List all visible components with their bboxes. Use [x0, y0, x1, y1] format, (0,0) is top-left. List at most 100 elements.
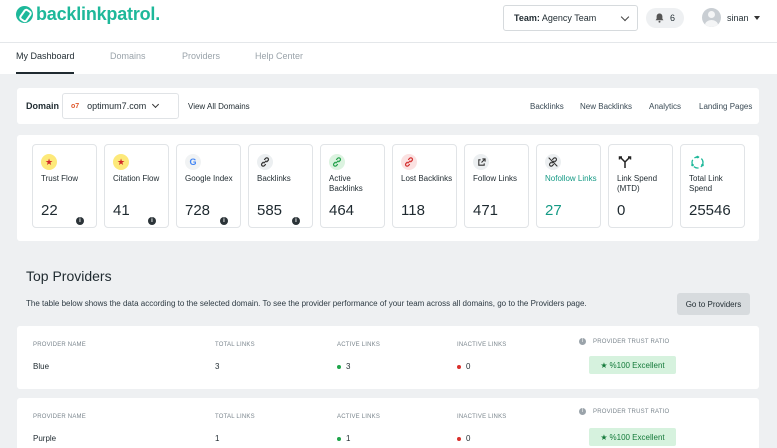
stat-label: Follow Links — [473, 174, 518, 183]
go-to-providers-button[interactable]: Go to Providers — [677, 293, 750, 315]
split-arrows-icon — [617, 154, 633, 170]
stat-card-link-spend[interactable]: Link Spend (MTD) 0 — [608, 144, 673, 228]
stat-value: 22 — [41, 202, 58, 219]
info-icon[interactable]: i — [579, 338, 586, 345]
stat-value: 27 — [545, 202, 562, 219]
domain-label: Domain — [26, 101, 60, 111]
info-icon[interactable]: i — [579, 408, 586, 415]
trust-ratio-badge: ★ %100 Excellent — [589, 428, 676, 446]
link-icon — [257, 154, 273, 170]
stat-card-follow-links[interactable]: Follow Links 471 — [464, 144, 529, 228]
chevron-down-icon — [620, 12, 630, 22]
main-nav: My Dashboard Domains Providers Help Cent… — [0, 42, 777, 74]
inactive-links: 0 — [457, 362, 470, 371]
google-icon: G — [185, 154, 201, 170]
tab-providers[interactable]: Providers — [182, 51, 221, 61]
backlinks-link[interactable]: Backlinks — [530, 102, 564, 111]
star-icon: ★ — [600, 360, 608, 370]
stat-value: 118 — [401, 202, 425, 219]
provider-name[interactable]: Purple — [33, 434, 57, 443]
chevron-down-icon — [151, 100, 160, 109]
domain-bar: Domain o7 optimum7.com View All Domains … — [17, 88, 759, 124]
col-header-provider-name: PROVIDER NAME — [33, 414, 86, 420]
brand-logo[interactable]: backlinkpatrol. — [16, 4, 160, 25]
stat-label: Active Backlinks — [329, 174, 363, 193]
col-header-total-links: TOTAL LINKS — [215, 414, 255, 420]
stat-card-total-link-spend[interactable]: Total Link Spend 25546 — [680, 144, 745, 228]
notifications-button[interactable]: 6 — [646, 8, 684, 28]
star-icon: ★ — [41, 154, 57, 170]
external-link-icon — [473, 154, 489, 170]
analytics-link[interactable]: Analytics — [649, 102, 682, 111]
stat-card-citation-flow[interactable]: ★ Citation Flow 41 i — [104, 144, 169, 228]
nofollow-link-icon — [545, 154, 561, 170]
tab-my-dashboard[interactable]: My Dashboard — [16, 51, 75, 61]
info-icon[interactable]: i — [292, 217, 300, 225]
stats-panel: ★ Trust Flow 22 i ★ Citation Flow 41 i G… — [17, 135, 759, 241]
team-name: Agency Team — [541, 13, 597, 23]
info-icon[interactable]: i — [76, 217, 84, 225]
notification-count: 6 — [669, 13, 675, 23]
landing-pages-link[interactable]: Landing Pages — [699, 102, 753, 111]
stat-value: 464 — [329, 202, 355, 219]
stat-value: 471 — [473, 202, 499, 219]
total-links: 3 — [215, 362, 220, 371]
team-prefix: Team: — [514, 13, 540, 23]
active-dot-icon — [337, 364, 341, 369]
active-links: 1 — [337, 434, 350, 443]
lost-link-icon — [401, 154, 417, 170]
star-icon: ★ — [600, 432, 608, 442]
col-header-active-links: ACTIVE LINKS — [337, 342, 381, 348]
stat-label: Link Spend (MTD) — [617, 174, 658, 193]
stat-label: Citation Flow — [113, 174, 160, 183]
stat-card-trust-flow[interactable]: ★ Trust Flow 22 i — [32, 144, 97, 228]
cycle-icon — [689, 154, 705, 170]
col-header-total-links: TOTAL LINKS — [215, 342, 255, 348]
stat-label: Nofollow Links — [545, 174, 597, 183]
brand-name: backlinkpatrol — [36, 4, 156, 24]
stat-card-lost-backlinks[interactable]: Lost Backlinks 118 — [392, 144, 457, 228]
domain-select[interactable]: o7 optimum7.com — [62, 93, 179, 119]
trust-ratio-badge: ★ %100 Excellent — [589, 356, 676, 374]
domain-favicon-icon: o7 — [71, 102, 80, 110]
col-header-inactive-links: INACTIVE LINKS — [457, 342, 507, 348]
caret-down-icon — [753, 15, 760, 20]
view-all-domains-link[interactable]: View All Domains — [188, 102, 250, 111]
col-header-trust-ratio: i PROVIDER TRUST RATIO — [579, 338, 669, 345]
stat-label: Backlinks — [257, 174, 291, 183]
col-header-inactive-links: INACTIVE LINKS — [457, 414, 507, 420]
avatar — [702, 8, 721, 27]
provider-row[interactable]: PROVIDER NAME TOTAL LINKS ACTIVE LINKS I… — [17, 398, 759, 448]
stat-value: 0 — [617, 202, 626, 219]
stat-value: 728 — [185, 202, 211, 219]
total-links: 1 — [215, 434, 220, 443]
tab-help-center[interactable]: Help Center — [255, 51, 304, 61]
info-icon[interactable]: i — [220, 217, 228, 225]
bell-icon — [655, 13, 664, 23]
user-name: sinan — [727, 12, 749, 23]
logo-icon — [16, 6, 33, 23]
stat-value: 585 — [257, 202, 283, 219]
new-backlinks-link[interactable]: New Backlinks — [580, 102, 633, 111]
col-header-active-links: ACTIVE LINKS — [337, 414, 381, 420]
tab-domains[interactable]: Domains — [110, 51, 146, 61]
stat-value: 41 — [113, 202, 130, 219]
top-bar: backlinkpatrol. Team: Agency Team 6 sina… — [0, 0, 777, 42]
col-header-trust-ratio: i PROVIDER TRUST RATIO — [579, 408, 669, 415]
section-description: The table below shows the data according… — [26, 299, 587, 308]
team-select[interactable]: Team: Agency Team — [503, 5, 638, 31]
user-menu[interactable]: sinan — [702, 8, 760, 27]
stat-label: Total Link Spend — [689, 174, 723, 193]
provider-row[interactable]: PROVIDER NAME TOTAL LINKS ACTIVE LINKS I… — [17, 326, 759, 389]
star-icon: ★ — [113, 154, 129, 170]
active-tab-indicator — [16, 72, 74, 74]
info-icon[interactable]: i — [148, 217, 156, 225]
stat-card-backlinks[interactable]: Backlinks 585 i — [248, 144, 313, 228]
active-link-icon — [329, 154, 345, 170]
stat-card-active-backlinks[interactable]: Active Backlinks 464 — [320, 144, 385, 228]
stat-card-google-index[interactable]: G Google Index 728 i — [176, 144, 241, 228]
provider-name[interactable]: Blue — [33, 362, 50, 371]
section-title: Top Providers — [26, 268, 112, 284]
stat-label: Trust Flow — [41, 174, 79, 183]
stat-card-nofollow-links[interactable]: Nofollow Links 27 — [536, 144, 601, 228]
